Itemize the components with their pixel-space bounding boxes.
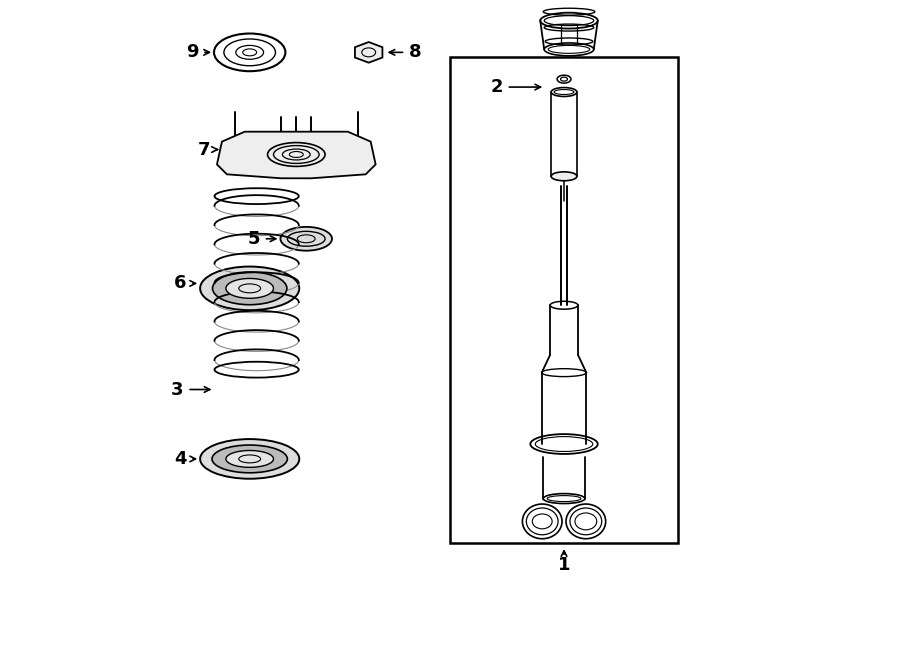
Ellipse shape xyxy=(226,279,274,299)
Polygon shape xyxy=(217,132,375,178)
Bar xyxy=(450,58,678,544)
Polygon shape xyxy=(355,42,382,63)
Ellipse shape xyxy=(212,445,287,473)
Text: 2: 2 xyxy=(491,78,503,96)
Text: 8: 8 xyxy=(409,43,421,62)
Text: 3: 3 xyxy=(171,381,184,399)
Text: 9: 9 xyxy=(186,43,198,62)
Ellipse shape xyxy=(226,450,274,467)
Text: 7: 7 xyxy=(198,140,211,158)
Text: 1: 1 xyxy=(558,556,571,574)
Text: 4: 4 xyxy=(174,450,186,468)
Text: 5: 5 xyxy=(248,230,260,248)
Ellipse shape xyxy=(200,439,300,479)
Ellipse shape xyxy=(551,172,577,181)
Ellipse shape xyxy=(212,272,287,305)
Ellipse shape xyxy=(200,267,300,310)
Ellipse shape xyxy=(281,227,332,251)
Text: 6: 6 xyxy=(174,275,186,293)
